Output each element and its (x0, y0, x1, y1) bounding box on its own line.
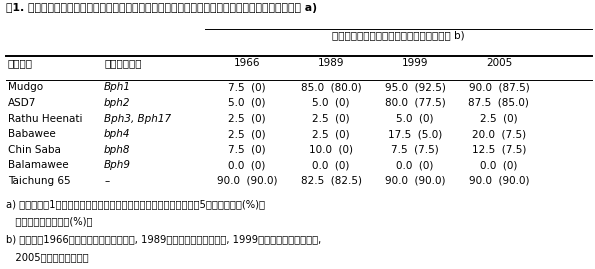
Text: 採集年次の異なるトビイロウンカ飼育系統 b): 採集年次の異なるトビイロウンカ飼育系統 b) (333, 30, 465, 40)
Text: 2.5  (0): 2.5 (0) (312, 129, 350, 139)
Text: 7.5  (7.5): 7.5 (7.5) (391, 145, 439, 155)
Text: Balamawee: Balamawee (8, 160, 68, 170)
Text: 1966: 1966 (234, 58, 260, 68)
Text: 1989: 1989 (318, 58, 345, 68)
Text: Mudgo: Mudgo (8, 82, 43, 93)
Text: Bph1: Bph1 (104, 82, 131, 93)
Text: 7.5  (0): 7.5 (0) (228, 82, 266, 93)
Text: 表1. 採集年次の異なるトビイロウンカ飼育系統の抵抗性遺伝子を持つイネ判別品種に対する加害性 a): 表1. 採集年次の異なるトビイロウンカ飼育系統の抵抗性遺伝子を持つイネ判別品種に… (6, 3, 317, 13)
Text: 2.5  (0): 2.5 (0) (480, 114, 518, 123)
Text: Chin Saba: Chin Saba (8, 145, 61, 155)
Text: bph8: bph8 (104, 145, 131, 155)
Text: Bph3, Bph17: Bph3, Bph17 (104, 114, 171, 123)
Text: 12.5  (7.5): 12.5 (7.5) (472, 145, 526, 155)
Text: b) 採集地：1966年系統：神奈川県秦野市, 1989年系統：福岡県筑後市, 1999年系統：長崎県諫早市,: b) 採集地：1966年系統：神奈川県秦野市, 1989年系統：福岡県筑後市, … (6, 234, 321, 244)
Text: 95.0  (92.5): 95.0 (92.5) (384, 82, 446, 93)
Text: 2.5  (0): 2.5 (0) (228, 114, 266, 123)
Text: ASD7: ASD7 (8, 98, 36, 108)
Text: bph2: bph2 (104, 98, 131, 108)
Text: 5.0  (0): 5.0 (0) (312, 98, 350, 108)
Text: 抵抗性遺伝子: 抵抗性遺伝子 (104, 58, 142, 68)
Text: 90.0  (87.5): 90.0 (87.5) (468, 82, 530, 93)
Text: 判別品種: 判別品種 (8, 58, 33, 68)
Text: Babawee: Babawee (8, 129, 55, 139)
Text: bph4: bph4 (104, 129, 131, 139)
Text: 7.5  (0): 7.5 (0) (228, 145, 266, 155)
Text: 0.0  (0): 0.0 (0) (228, 160, 265, 170)
Text: 2.5  (0): 2.5 (0) (312, 114, 350, 123)
Text: 2.5  (0): 2.5 (0) (228, 129, 266, 139)
Text: Rathu Heenati: Rathu Heenati (8, 114, 82, 123)
Text: 1999: 1999 (402, 58, 428, 68)
Text: a) 数値は播種1ヶ月後のイネ判別品種に短翅型成虫を放飼した時の、5日後の生存率(%)。: a) 数値は播種1ヶ月後のイネ判別品種に短翅型成虫を放飼した時の、5日後の生存率… (6, 199, 265, 209)
Text: Taichung 65: Taichung 65 (8, 176, 70, 186)
Text: 2005: 2005 (486, 58, 512, 68)
Text: 括弧内は腹部肥大率(%)。: 括弧内は腹部肥大率(%)。 (6, 217, 92, 226)
Text: –: – (104, 176, 109, 186)
Text: 5.0  (0): 5.0 (0) (228, 98, 266, 108)
Text: 85.0  (80.0): 85.0 (80.0) (301, 82, 361, 93)
Text: Bph9: Bph9 (104, 160, 131, 170)
Text: 5.0  (0): 5.0 (0) (396, 114, 434, 123)
Text: 17.5  (5.0): 17.5 (5.0) (388, 129, 442, 139)
Text: 90.0  (90.0): 90.0 (90.0) (217, 176, 277, 186)
Text: 10.0  (0): 10.0 (0) (309, 145, 353, 155)
Text: 2005年：熊本県合志市: 2005年：熊本県合志市 (6, 252, 89, 262)
Text: 0.0  (0): 0.0 (0) (396, 160, 434, 170)
Text: 82.5  (82.5): 82.5 (82.5) (300, 176, 362, 186)
Text: 0.0  (0): 0.0 (0) (312, 160, 350, 170)
Text: 87.5  (85.0): 87.5 (85.0) (468, 98, 530, 108)
Text: 0.0  (0): 0.0 (0) (480, 160, 518, 170)
Text: 80.0  (77.5): 80.0 (77.5) (384, 98, 446, 108)
Text: 20.0  (7.5): 20.0 (7.5) (472, 129, 526, 139)
Text: 90.0  (90.0): 90.0 (90.0) (469, 176, 529, 186)
Text: 90.0  (90.0): 90.0 (90.0) (385, 176, 445, 186)
